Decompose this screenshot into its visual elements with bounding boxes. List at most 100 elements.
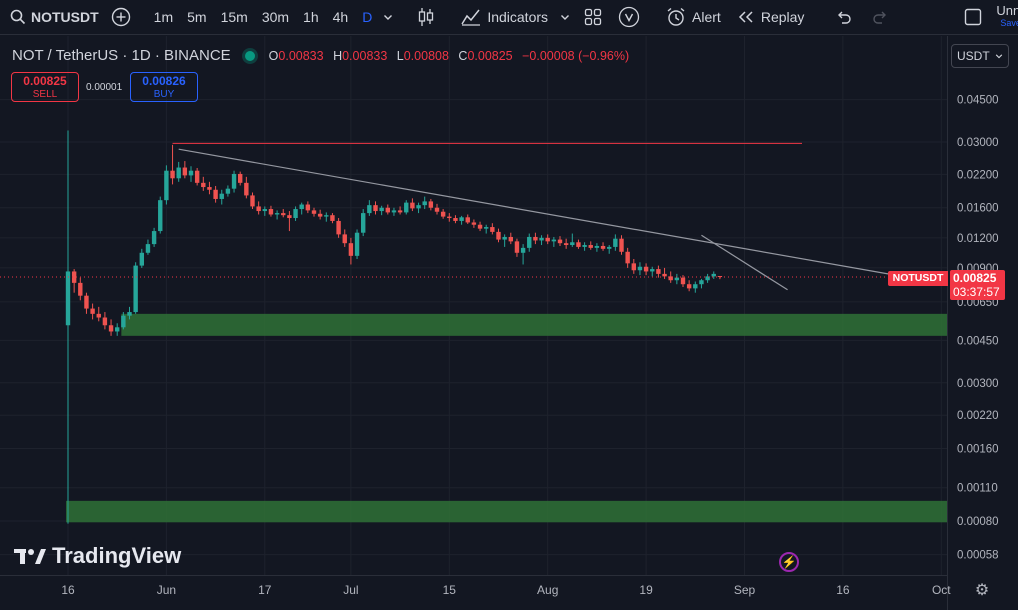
candle-body (619, 238, 624, 252)
open-label: O (268, 48, 279, 63)
candle-body (348, 243, 354, 256)
candle-body (693, 284, 698, 289)
redo-button[interactable] (862, 0, 898, 34)
lightning-icon[interactable]: ⚡ (779, 552, 799, 572)
candle-body (330, 215, 335, 221)
sell-price: 0.00825 (23, 74, 67, 88)
replay-button[interactable]: Replay (727, 0, 815, 34)
candle-body (361, 213, 366, 233)
layout-save-status: Save (1000, 18, 1018, 28)
last-price-value: 0.00825 (953, 271, 997, 285)
candle-body (182, 167, 188, 176)
price-tick-label: 0.00080 (957, 516, 999, 528)
sell-label: SELL (32, 89, 58, 100)
layout-menu[interactable]: Unna Save (944, 0, 1018, 34)
candle-body (705, 276, 710, 281)
legend-title: NOT / TetherUS · 1D · BINANCE (12, 47, 231, 64)
indicators-button[interactable]: Indicators (455, 0, 554, 34)
time-tick-label: Jul (343, 583, 358, 597)
candle-body (170, 170, 175, 179)
tradingview-logo[interactable]: TradingView (14, 543, 181, 569)
time-tick-label: Oct (932, 583, 951, 597)
timeframe-d[interactable]: D (362, 9, 373, 25)
candle-body (594, 245, 600, 248)
buy-button[interactable]: 0.00826 BUY (130, 72, 198, 102)
candle-body (514, 241, 520, 253)
alert-button[interactable]: Alert (660, 0, 727, 34)
candle-body (447, 216, 452, 219)
candle-body (625, 251, 630, 264)
candle-body (637, 266, 643, 271)
timeframe-30m[interactable]: 30m (261, 9, 290, 25)
indicators-dropdown[interactable] (554, 0, 576, 34)
time-tick-label: Jun (157, 583, 176, 597)
templates-button[interactable] (610, 0, 648, 34)
candle-body (238, 173, 243, 183)
candle-body (459, 217, 464, 221)
candle-body (570, 242, 575, 246)
close-value: 0.00825 (467, 48, 513, 63)
indicators-label: Indicators (487, 9, 549, 25)
plus-circle-icon (111, 7, 130, 27)
symbol-search[interactable]: NOTUSDT (0, 0, 99, 34)
candle-body (127, 312, 132, 316)
candle-body (502, 236, 507, 240)
candle-body (391, 210, 397, 213)
compare-button[interactable] (111, 0, 131, 34)
candle-body (262, 209, 267, 212)
candle-body (78, 282, 83, 296)
candle-body (650, 269, 655, 272)
timeframe-1m[interactable]: 1m (153, 9, 174, 25)
timeframe-1h[interactable]: 1h (303, 9, 319, 25)
candle-body (158, 200, 163, 232)
candle-body (342, 234, 347, 244)
candle-body (490, 227, 495, 232)
candle-body (207, 187, 212, 190)
candle-body (71, 271, 77, 283)
candle-body (176, 167, 181, 179)
high-value: 0.00833 (342, 48, 388, 63)
chevron-down-icon (384, 15, 393, 20)
trendline (178, 148, 889, 275)
undo-button[interactable] (826, 0, 862, 34)
candle-body (268, 209, 274, 215)
candle-body (680, 277, 686, 285)
candle-body (508, 236, 513, 242)
price-tick-label: 0.00220 (957, 410, 999, 422)
chart-type-button[interactable] (409, 0, 443, 34)
timeframe-5m[interactable]: 5m (187, 9, 207, 25)
timeframe-4h[interactable]: 4h (332, 9, 349, 25)
timeframe-dropdown[interactable] (379, 0, 397, 34)
gear-icon[interactable]: ⚙ (974, 582, 990, 599)
candle-body (576, 242, 581, 247)
candle-body (367, 205, 372, 214)
candle-body (428, 201, 434, 208)
candle-body (65, 271, 71, 326)
search-icon (10, 9, 26, 25)
sell-button[interactable]: 0.00825 SELL (11, 72, 79, 102)
candle-body (404, 202, 409, 213)
high-label: H (333, 48, 343, 63)
candle-body (551, 239, 557, 242)
candle-body (631, 263, 636, 271)
layout-button[interactable] (576, 0, 610, 34)
candle-body (244, 182, 249, 196)
layout-name: Unna (996, 3, 1018, 18)
timeframe-15m[interactable]: 15m (220, 9, 248, 25)
currency-selector[interactable]: USDT (951, 44, 1009, 68)
ohlc-values: O0.00833 H0.00833 L0.00808 C0.00825 −0.0… (269, 49, 635, 63)
candle-body (311, 210, 317, 214)
candle-body (379, 207, 384, 212)
candle-body (145, 244, 151, 253)
v-circle-icon (618, 6, 640, 28)
candle-body (662, 273, 667, 277)
candle-body (477, 224, 483, 229)
candle-body (385, 207, 390, 213)
candle-body (108, 325, 114, 332)
candle-body (188, 170, 194, 176)
top-toolbar: NOTUSDT 1m 5m 15m 30m 1h 4h D Indicators Alert… (0, 0, 1018, 35)
candle-body (545, 237, 550, 242)
price-tick-label: 0.03000 (957, 137, 999, 149)
chart-legend: NOT / TetherUS · 1D · BINANCE O 0.00833 H… (12, 47, 635, 64)
